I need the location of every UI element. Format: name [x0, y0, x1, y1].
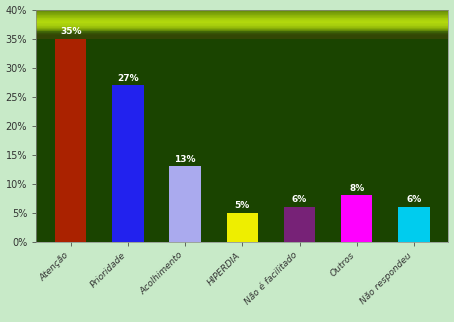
Bar: [36, 16, 449, 17]
Bar: [36, 14, 449, 15]
Bar: [36, 22, 449, 23]
Bar: [398, 207, 429, 242]
Text: 13%: 13%: [174, 155, 196, 164]
Bar: [227, 213, 258, 242]
Text: 8%: 8%: [349, 184, 365, 193]
Bar: [36, 10, 449, 11]
Bar: [36, 21, 449, 22]
Bar: [284, 207, 315, 242]
Bar: [341, 195, 372, 242]
Bar: [36, 30, 449, 31]
Bar: [36, 15, 449, 16]
Bar: [36, 33, 449, 34]
Bar: [36, 25, 449, 26]
Bar: [36, 12, 449, 13]
Bar: [36, 29, 449, 30]
Bar: [36, 27, 449, 28]
Bar: [36, 19, 449, 20]
Bar: [36, 31, 449, 32]
Bar: [36, 35, 449, 36]
Text: 5%: 5%: [235, 201, 250, 210]
Bar: [36, 13, 449, 14]
Text: 6%: 6%: [292, 195, 307, 204]
Text: 27%: 27%: [117, 74, 139, 83]
Bar: [36, 11, 449, 12]
Bar: [36, 24, 449, 25]
Bar: [55, 39, 86, 242]
Bar: [36, 37, 449, 38]
Bar: [36, 26, 449, 27]
Bar: [36, 23, 449, 24]
Text: 35%: 35%: [60, 27, 81, 36]
Bar: [36, 20, 449, 21]
Bar: [36, 32, 449, 33]
Text: 6%: 6%: [406, 195, 422, 204]
Bar: [36, 28, 449, 29]
Bar: [36, 17, 449, 18]
Bar: [169, 166, 201, 242]
Bar: [36, 36, 449, 37]
Bar: [112, 85, 143, 242]
Bar: [36, 38, 449, 39]
Bar: [36, 18, 449, 19]
Bar: [36, 34, 449, 35]
